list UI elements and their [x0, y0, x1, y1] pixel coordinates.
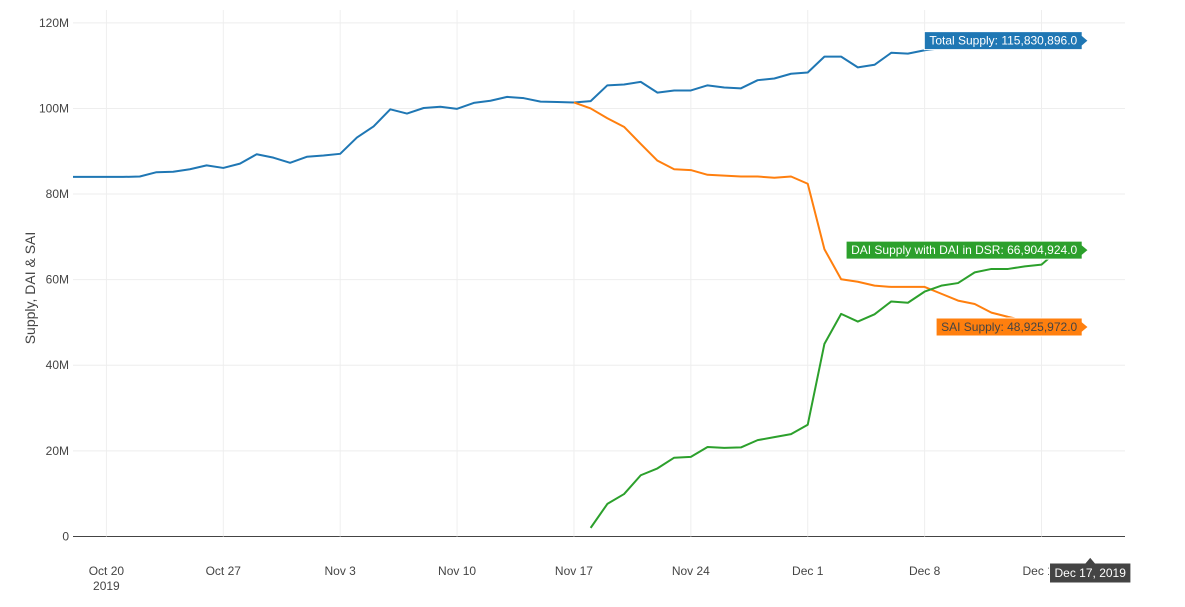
y-tick-label: 100M: [39, 101, 69, 115]
hover-labels: Total Supply: 115,830,896.0 SAI Supply: 4…: [845, 31, 1132, 584]
sai-series-line[interactable]: [573, 101, 1059, 329]
x-tick-label: Nov 17: [555, 564, 593, 578]
hover-label-box: [935, 317, 1089, 337]
hover-label-text: Total Supply: 115,830,896.0: [929, 34, 1077, 48]
y-tick-label: 60M: [46, 273, 69, 287]
dai-series-line[interactable]: [589, 249, 1059, 529]
y-tick-label: 120M: [39, 16, 69, 30]
x-tick-label: Oct 20: [89, 564, 125, 578]
x-tick-label: Nov 24: [672, 564, 710, 578]
y-tick-label: 20M: [46, 444, 69, 458]
y-tick-label: 0: [62, 529, 69, 543]
hover-label-box: [845, 240, 1089, 260]
total-series-line[interactable]: [73, 39, 1059, 178]
y-tick-label: 40M: [46, 358, 69, 372]
x-tick-label: Dec 1: [792, 564, 824, 578]
hover-label-text: DAI Supply with DAI in DSR: 66,904,924.0: [851, 243, 1077, 257]
dai-hover-label: DAI Supply with DAI in DSR: 66,904,924.0: [845, 240, 1089, 260]
y-axis-title: Supply, DAI & SAI: [22, 232, 38, 345]
hover-label-box: [923, 31, 1089, 51]
y-tick-label: 80M: [46, 187, 69, 201]
x-tick-label: Oct 27: [206, 564, 242, 578]
sai-hover-label: SAI Supply: 48,925,972.0: [935, 317, 1089, 337]
x-tick-label: Nov 10: [438, 564, 476, 578]
x-hover-label-text: Dec 17, 2019: [1055, 566, 1127, 580]
hover-label-text: SAI Supply: 48,925,972.0: [941, 320, 1077, 334]
x-tick-label: Dec 8: [909, 564, 941, 578]
x-tick-year-label: 2019: [93, 579, 120, 593]
y-axis-tick-labels: 0 20M 40M 60M 80M 100M 120M: [39, 16, 69, 544]
x-tick-label: Nov 3: [324, 564, 356, 578]
x-hover-label-box: [1049, 556, 1132, 584]
x-hover-label: Dec 17, 2019: [1049, 556, 1132, 584]
gridlines: [73, 10, 1125, 537]
total-hover-label: Total Supply: 115,830,896.0: [923, 31, 1089, 51]
series-lines: [73, 39, 1059, 529]
